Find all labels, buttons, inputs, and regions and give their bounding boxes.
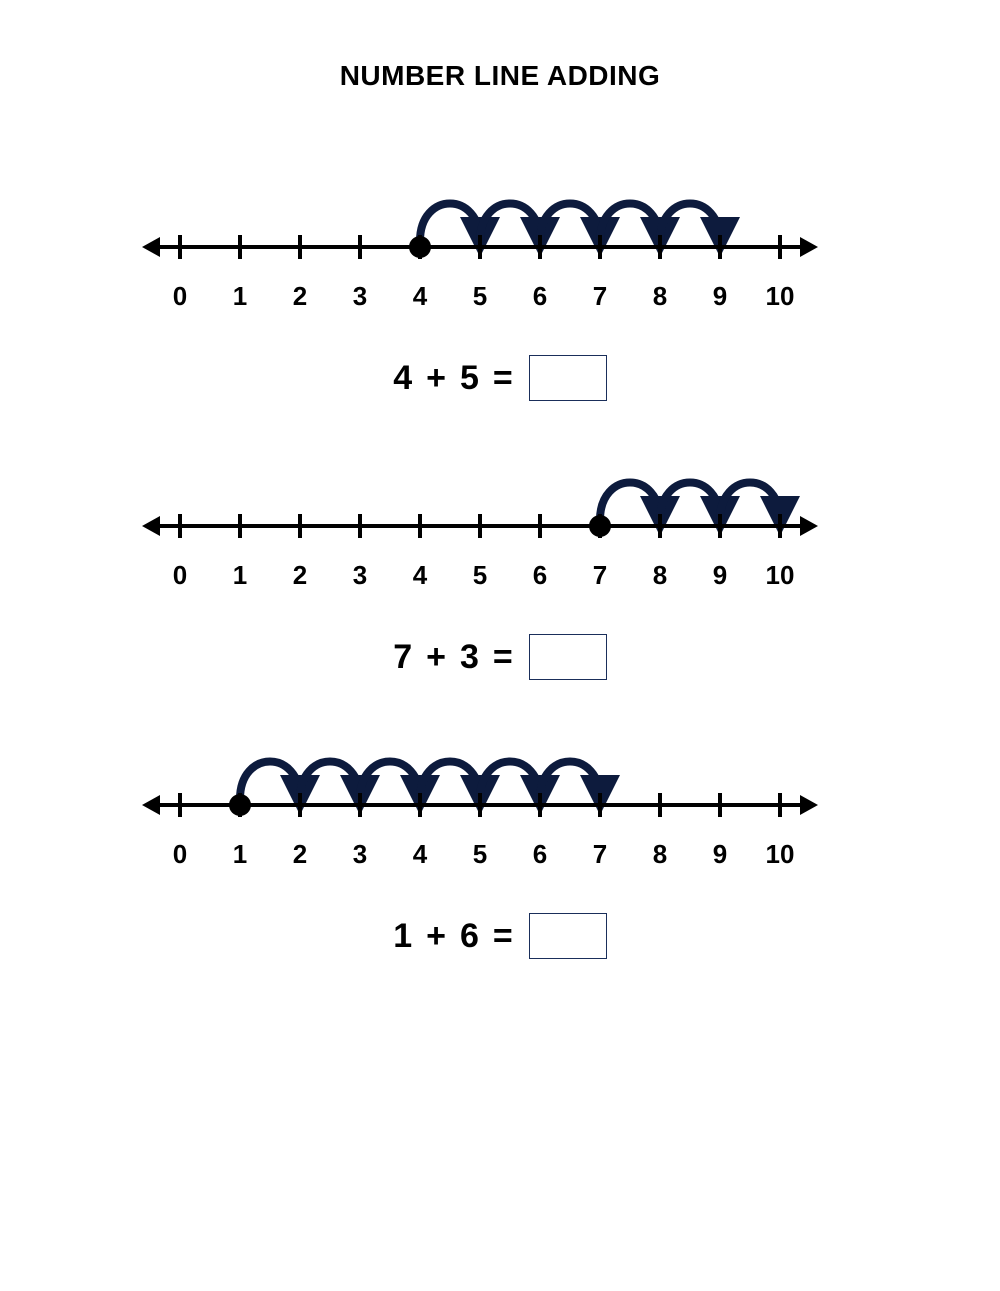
equation: 4 + 5 = xyxy=(40,355,960,401)
start-dot xyxy=(229,794,251,816)
number-line: 0 1 2 3 4 5 6 7 8 9 10 xyxy=(140,152,820,327)
hop-arc xyxy=(540,204,600,242)
equals: = xyxy=(493,917,513,956)
equals: = xyxy=(493,359,513,398)
tick-label: 9 xyxy=(713,560,727,590)
equation-lhs: 4 + 5 = xyxy=(393,359,513,398)
tick-label: 2 xyxy=(293,839,307,869)
tick-label: 7 xyxy=(593,281,607,311)
page-title: NUMBER LINE ADDING xyxy=(40,60,960,92)
axis-arrow-left xyxy=(142,516,160,536)
hop-arc xyxy=(660,483,720,521)
tick-label: 5 xyxy=(473,839,487,869)
tick-label: 3 xyxy=(353,281,367,311)
axis-arrow-right xyxy=(800,237,818,257)
axis-arrow-left xyxy=(142,237,160,257)
tick-label: 10 xyxy=(766,560,795,590)
tick-label: 6 xyxy=(533,560,547,590)
answer-input[interactable] xyxy=(529,913,607,959)
hop-arc xyxy=(420,762,480,800)
tick-label: 1 xyxy=(233,560,247,590)
operand-b: 5 xyxy=(460,359,479,398)
tick-label: 0 xyxy=(173,560,187,590)
operand-a: 1 xyxy=(393,917,412,956)
tick-label: 9 xyxy=(713,281,727,311)
hop-arc xyxy=(300,762,360,800)
operand-b: 6 xyxy=(460,917,479,956)
tick-label: 1 xyxy=(233,281,247,311)
problem: 0 1 2 3 4 5 6 7 8 9 10 7 + 3 = xyxy=(40,431,960,680)
equation-lhs: 1 + 6 = xyxy=(393,917,513,956)
tick-label: 9 xyxy=(713,839,727,869)
numberline-wrap: 0 1 2 3 4 5 6 7 8 9 10 xyxy=(140,152,860,327)
answer-input[interactable] xyxy=(529,355,607,401)
tick-label: 10 xyxy=(766,281,795,311)
worksheet-page: NUMBER LINE ADDING 012345678910 4 + 5 = … xyxy=(0,0,1000,1029)
tick-label: 7 xyxy=(593,839,607,869)
numberline-wrap: 0 1 2 3 4 5 6 7 8 9 10 xyxy=(140,710,860,885)
operator: + xyxy=(426,917,446,956)
hop-arc xyxy=(600,483,660,521)
tick-label: 6 xyxy=(533,839,547,869)
tick-label: 7 xyxy=(593,560,607,590)
tick-label: 3 xyxy=(353,839,367,869)
operator: + xyxy=(426,359,446,398)
operand-a: 4 xyxy=(393,359,412,398)
tick-label: 2 xyxy=(293,560,307,590)
tick-label: 8 xyxy=(653,839,667,869)
problem: 0 1 2 3 4 5 6 7 8 9 10 1 + 6 = xyxy=(40,710,960,959)
problems-container: 012345678910 4 + 5 = 012345678910 7 + 3 … xyxy=(40,152,960,959)
tick-label: 8 xyxy=(653,560,667,590)
answer-input[interactable] xyxy=(529,634,607,680)
tick-label: 5 xyxy=(473,281,487,311)
operand-a: 7 xyxy=(393,638,412,677)
hop-arc xyxy=(360,762,420,800)
hop-arc xyxy=(720,483,780,521)
hop-arc xyxy=(480,204,540,242)
hop-arc xyxy=(600,204,660,242)
equation-lhs: 7 + 3 = xyxy=(393,638,513,677)
hop-arc xyxy=(240,762,300,800)
hop-arc xyxy=(480,762,540,800)
axis-arrow-right xyxy=(800,795,818,815)
equals: = xyxy=(493,638,513,677)
tick-label: 0 xyxy=(173,839,187,869)
operand-b: 3 xyxy=(460,638,479,677)
tick-label: 4 xyxy=(413,839,428,869)
tick-label: 10 xyxy=(766,839,795,869)
tick-label: 3 xyxy=(353,560,367,590)
start-dot xyxy=(409,236,431,258)
number-line: 0 1 2 3 4 5 6 7 8 9 10 xyxy=(140,431,820,606)
hop-arc xyxy=(540,762,600,800)
operator: + xyxy=(426,638,446,677)
numberline-wrap: 0 1 2 3 4 5 6 7 8 9 10 xyxy=(140,431,860,606)
axis-arrow-right xyxy=(800,516,818,536)
tick-label: 1 xyxy=(233,839,247,869)
tick-label: 5 xyxy=(473,560,487,590)
equation: 7 + 3 = xyxy=(40,634,960,680)
tick-label: 4 xyxy=(413,281,428,311)
axis-arrow-left xyxy=(142,795,160,815)
start-dot xyxy=(589,515,611,537)
equation: 1 + 6 = xyxy=(40,913,960,959)
problem: 0 1 2 3 4 5 6 7 8 9 10 4 + 5 = xyxy=(40,152,960,401)
hop-arc xyxy=(660,204,720,242)
tick-label: 4 xyxy=(413,560,428,590)
tick-label: 2 xyxy=(293,281,307,311)
tick-label: 6 xyxy=(533,281,547,311)
hop-arc xyxy=(420,204,480,242)
number-line: 0 1 2 3 4 5 6 7 8 9 10 xyxy=(140,710,820,885)
tick-label: 8 xyxy=(653,281,667,311)
tick-label: 0 xyxy=(173,281,187,311)
